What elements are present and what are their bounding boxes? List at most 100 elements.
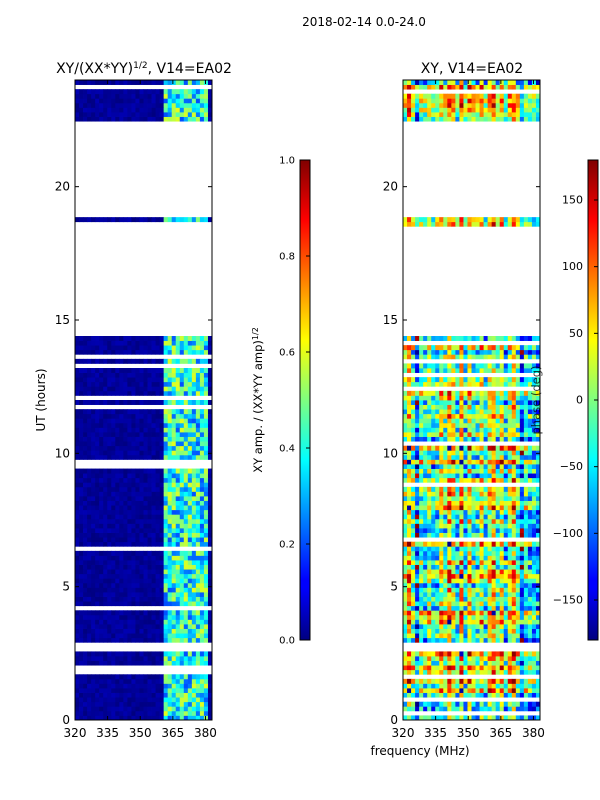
heatmap-cell: [179, 217, 185, 223]
heatmap-cell: [515, 454, 521, 460]
heatmap-cell: [147, 400, 152, 405]
heatmap-cell: [95, 578, 100, 584]
heatmap-cell: [479, 541, 484, 547]
heatmap-cell: [115, 518, 120, 524]
heatmap-cell: [187, 496, 193, 501]
heatmap-cell: [79, 614, 84, 620]
heatmap-cell: [163, 482, 169, 488]
heatmap-cell: [167, 107, 173, 113]
heatmap-cell: [423, 409, 428, 415]
amplitude-panel-title: XY/(XX*YY)1/2, V14=EA02: [56, 61, 232, 77]
heatmap-cell: [139, 674, 144, 680]
heatmap-cell: [411, 678, 416, 684]
heatmap-cell: [475, 496, 480, 501]
heatmap-cell: [155, 688, 161, 693]
heatmap-cell: [411, 555, 416, 561]
heatmap-cell: [203, 656, 209, 661]
heatmap-cell: [187, 692, 193, 698]
heatmap-cell: [155, 619, 161, 625]
heatmap-cell: [451, 624, 456, 629]
heatmap-cell: [515, 573, 521, 579]
heatmap-cell: [103, 427, 108, 433]
heatmap-cell: [511, 395, 517, 401]
heatmap-cell: [99, 624, 104, 629]
heatmap-cell: [411, 715, 416, 720]
heatmap-cell: [523, 582, 529, 588]
heatmap-cell: [435, 445, 440, 451]
heatmap-cell: [191, 496, 197, 501]
heatmap-cell: [411, 578, 416, 584]
heatmap-cell: [487, 706, 493, 712]
heatmap-cell: [531, 505, 537, 511]
heatmap-cell: [143, 509, 148, 515]
heatmap-cell: [171, 409, 177, 415]
heatmap-cell: [75, 427, 80, 433]
heatmap-cell: [411, 665, 416, 671]
heatmap-cell: [511, 528, 517, 533]
heatmap-cell: [207, 107, 212, 113]
heatmap-cell: [107, 569, 112, 575]
heatmap-cell: [79, 409, 84, 415]
heatmap-cell: [451, 560, 456, 565]
heatmap-cell: [463, 660, 468, 666]
heatmap-cell: [447, 560, 452, 565]
heatmap-cell: [75, 486, 80, 492]
heatmap-cell: [123, 697, 128, 703]
heatmap-cell: [403, 432, 408, 437]
heatmap-cell: [511, 422, 517, 428]
heatmap-cell: [103, 518, 108, 524]
heatmap-cell: [115, 715, 120, 720]
heatmap-cell: [499, 692, 505, 698]
heatmap-cell: [431, 669, 436, 675]
heatmap-cell: [423, 404, 428, 410]
heatmap-cell: [183, 701, 189, 707]
heatmap-cell: [79, 674, 84, 680]
heatmap-cell: [79, 633, 84, 639]
heatmap-cell: [467, 651, 472, 657]
heatmap-cell: [163, 678, 169, 684]
heatmap-cell: [115, 601, 120, 607]
heatmap-cell: [459, 436, 464, 442]
heatmap-cell: [419, 454, 424, 460]
heatmap-cell: [107, 578, 112, 584]
heatmap-cell: [519, 514, 525, 520]
heatmap-cell: [131, 582, 136, 588]
heatmap-cell: [403, 450, 408, 456]
heatmap-cell: [447, 637, 452, 643]
heatmap-cell: [451, 601, 456, 607]
heatmap-cell: [499, 624, 505, 629]
heatmap-cell: [147, 550, 152, 556]
heatmap-cell: [507, 601, 513, 607]
heatmap-cell: [535, 418, 540, 424]
heatmap-cell: [79, 701, 84, 707]
heatmap-cell: [155, 500, 161, 506]
heatmap-cell: [75, 372, 80, 378]
heatmap-cell: [479, 573, 484, 579]
heatmap-cell: [199, 336, 205, 341]
heatmap-cell: [139, 592, 144, 597]
heatmap-cell: [123, 555, 128, 561]
heatmap-cell: [83, 358, 88, 364]
heatmap-cell: [535, 427, 540, 433]
heatmap-cell: [479, 523, 484, 529]
heatmap-cell: [143, 377, 148, 383]
heatmap-cell: [131, 340, 136, 346]
heatmap-cell: [147, 592, 152, 597]
heatmap-cell: [131, 450, 136, 456]
heatmap-cell: [123, 587, 128, 593]
heatmap-cell: [75, 683, 80, 689]
heatmap-cell: [131, 445, 136, 451]
heatmap-cell: [191, 358, 197, 364]
heatmap-cell: [135, 697, 140, 703]
heatmap-cell: [411, 459, 416, 465]
heatmap-cell: [91, 345, 96, 351]
heatmap-cell: [419, 468, 424, 474]
heatmap-cell: [131, 418, 136, 424]
heatmap-cell: [531, 418, 537, 424]
heatmap-cell: [155, 422, 161, 428]
heatmap-cell: [119, 468, 124, 474]
heatmap-cell: [207, 683, 212, 689]
heatmap-cell: [403, 678, 408, 684]
heatmap-cell: [111, 560, 116, 565]
